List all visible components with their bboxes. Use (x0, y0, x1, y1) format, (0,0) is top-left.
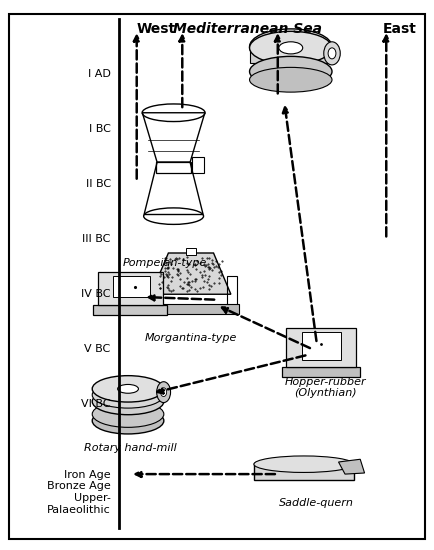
Polygon shape (250, 50, 332, 63)
Ellipse shape (254, 456, 354, 472)
Ellipse shape (250, 68, 332, 92)
Ellipse shape (92, 382, 164, 408)
Text: I BC: I BC (89, 124, 111, 134)
Bar (113, 276, 150, 297)
Ellipse shape (92, 388, 164, 415)
Text: IV BC: IV BC (81, 289, 111, 299)
Ellipse shape (92, 376, 164, 402)
Ellipse shape (328, 48, 336, 59)
Bar (186, 248, 196, 255)
Bar (282, 367, 360, 377)
Text: East: East (382, 22, 416, 36)
Polygon shape (151, 253, 231, 294)
Text: West: West (137, 22, 176, 36)
Bar (145, 276, 155, 306)
Ellipse shape (250, 29, 332, 65)
Bar (302, 332, 341, 360)
Text: Rotary hand-mill: Rotary hand-mill (84, 443, 177, 453)
Text: I AD: I AD (88, 69, 111, 79)
Bar (98, 272, 163, 305)
Text: Pompeian-type: Pompeian-type (123, 258, 207, 268)
Text: Saddle-quern: Saddle-quern (279, 498, 354, 508)
Ellipse shape (161, 388, 167, 397)
Bar (156, 162, 191, 173)
FancyBboxPatch shape (9, 14, 425, 539)
Ellipse shape (250, 31, 332, 64)
Text: II BC: II BC (85, 179, 111, 189)
Ellipse shape (92, 408, 164, 434)
Ellipse shape (279, 42, 303, 54)
Polygon shape (339, 459, 365, 474)
Text: V BC: V BC (85, 344, 111, 354)
Bar (227, 276, 237, 306)
Ellipse shape (157, 382, 171, 403)
Bar (192, 157, 204, 173)
Bar (286, 328, 356, 367)
Text: VI BC: VI BC (81, 399, 111, 409)
Text: Iron Age
Bronze Age
Upper-
Palaeolithic: Iron Age Bronze Age Upper- Palaeolithic (47, 470, 111, 515)
Text: Morgantina-type: Morgantina-type (145, 333, 237, 343)
Bar (143, 304, 239, 313)
Polygon shape (254, 463, 354, 480)
Text: III BC: III BC (82, 234, 111, 244)
Ellipse shape (118, 384, 138, 393)
Text: Mediterranean Sea: Mediterranean Sea (173, 22, 322, 36)
Ellipse shape (324, 42, 340, 65)
Ellipse shape (92, 401, 164, 427)
Text: Hopper-rubber
(Olynthian): Hopper-rubber (Olynthian) (285, 377, 366, 398)
Ellipse shape (250, 57, 332, 86)
Bar (93, 305, 167, 315)
